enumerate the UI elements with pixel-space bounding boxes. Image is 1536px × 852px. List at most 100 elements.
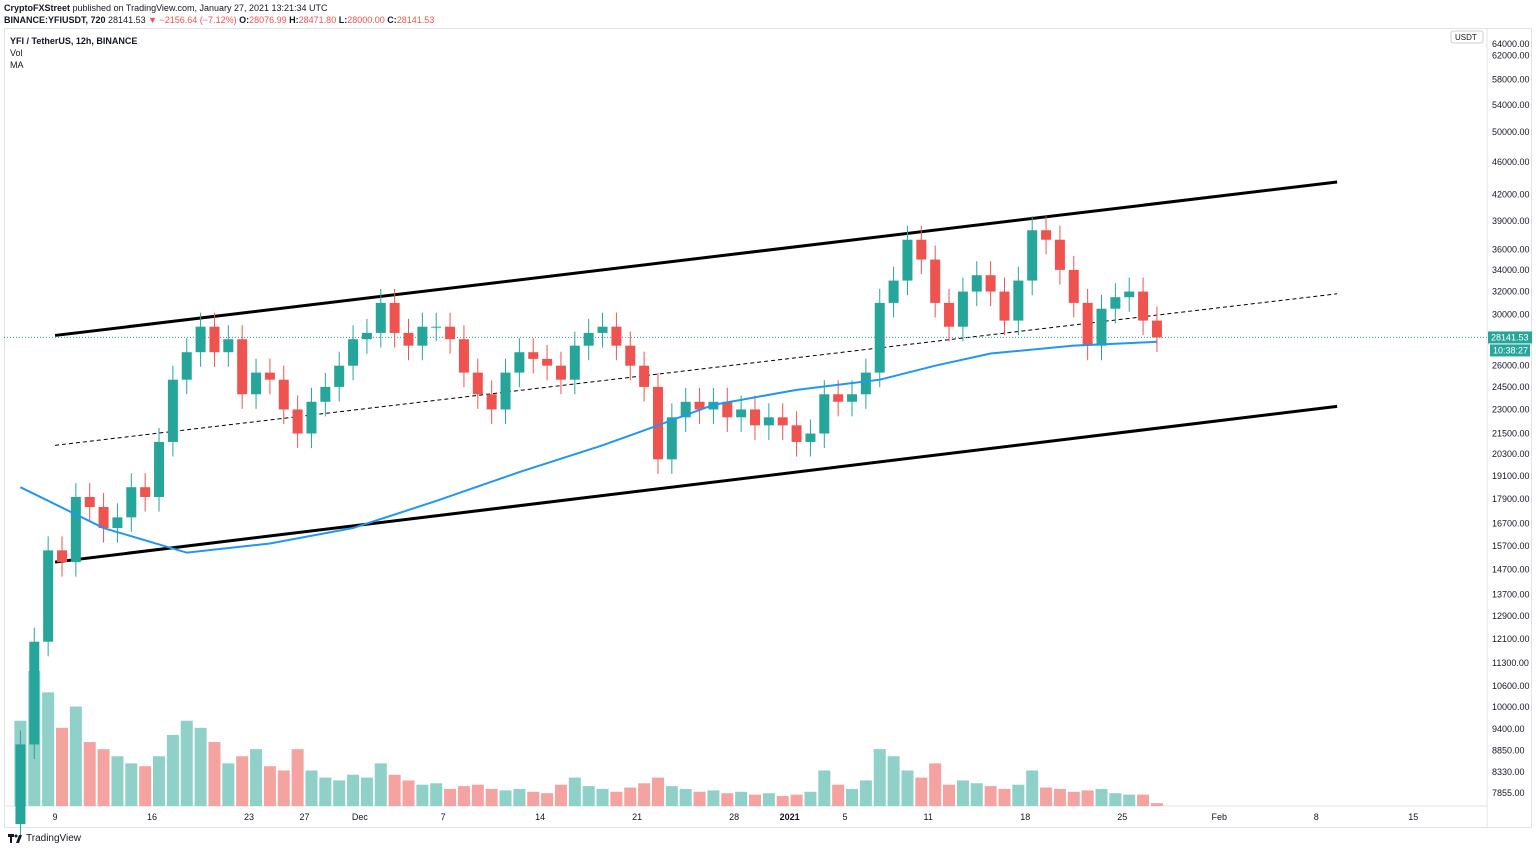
candle-body <box>264 372 275 380</box>
volume-bar <box>901 770 914 806</box>
volume-bar <box>984 786 997 806</box>
candle-body <box>43 550 54 642</box>
last-price-label: 28141.53 <box>1491 332 1529 342</box>
y-tick-label: 10000.00 <box>1492 702 1530 712</box>
l-label: L: <box>338 15 348 25</box>
x-tick-label: 23 <box>244 812 254 822</box>
volume-bar <box>56 727 68 806</box>
candle-body <box>611 326 622 346</box>
candle-body <box>375 302 386 333</box>
volume-bar <box>166 734 179 806</box>
volume-bar <box>485 788 498 806</box>
publish-line: CryptoFXStreet published on TradingView.… <box>4 3 328 13</box>
y-tick-label: 39000.00 <box>1492 216 1530 226</box>
candle-body <box>805 433 816 442</box>
candle-body <box>916 239 927 260</box>
candle-body <box>874 302 885 373</box>
y-tick-label: 10600.00 <box>1492 681 1530 691</box>
y-tick-label: 20300.00 <box>1492 449 1530 459</box>
volume-bar <box>721 793 734 806</box>
tv-logo-icon <box>8 833 22 843</box>
candle-body <box>209 326 220 353</box>
volume-bar <box>319 777 332 806</box>
x-tick-label: Dec <box>352 812 369 822</box>
volume-bar <box>818 770 831 806</box>
published-text: published on TradingView.com, January 27… <box>72 3 328 13</box>
volume-bar <box>859 780 872 806</box>
o-label: O: <box>239 15 250 25</box>
candle-body <box>251 372 262 395</box>
volume-bar <box>665 786 678 806</box>
candle-body <box>486 394 497 410</box>
x-tick-label: 16 <box>147 812 157 822</box>
candle-body <box>1041 230 1052 240</box>
y-tick-label: 26000.00 <box>1492 361 1530 371</box>
candle-body <box>971 275 982 292</box>
legend-ma[interactable]: MA <box>10 60 24 70</box>
volume-bar <box>305 770 318 806</box>
volume-bar <box>582 786 595 806</box>
channel-lower-line <box>54 404 1338 564</box>
volume-bar <box>887 756 900 806</box>
volume-bar <box>499 790 512 806</box>
volume-bar <box>679 788 692 806</box>
candle-body <box>833 394 844 402</box>
candle-body <box>126 487 137 518</box>
volume-bar <box>1081 790 1094 806</box>
x-tick-label: 25 <box>1117 812 1127 822</box>
candle-body <box>320 386 331 402</box>
volume-bar <box>651 777 664 806</box>
volume-bar <box>735 791 748 806</box>
candle-body <box>445 326 456 340</box>
volume-bar <box>846 788 859 806</box>
candle-body <box>694 401 705 410</box>
countdown-label: 10:38:27 <box>1493 345 1528 355</box>
c-label: C: <box>387 15 397 25</box>
candle-body <box>1013 280 1024 321</box>
currency-label: USDT <box>1455 33 1477 42</box>
candle-body <box>389 302 400 333</box>
chart-frame[interactable] <box>4 28 1532 828</box>
volume-bar <box>638 783 651 806</box>
candle-body <box>944 302 955 327</box>
legend-vol[interactable]: Vol <box>10 48 23 58</box>
candle-body <box>1138 291 1149 321</box>
volume-bar <box>956 780 969 806</box>
y-tick-label: 11300.00 <box>1492 658 1529 668</box>
candle-body <box>1082 302 1093 346</box>
y-tick-label: 9400.00 <box>1492 724 1525 734</box>
volume-bar <box>527 791 540 806</box>
candle-body <box>70 496 81 563</box>
candle-body <box>98 507 109 529</box>
y-tick-label: 21500.00 <box>1492 429 1530 439</box>
candle-body <box>195 326 206 353</box>
x-tick-label: 14 <box>535 812 545 822</box>
candle-body <box>930 259 941 303</box>
x-tick-label: 8 <box>1314 812 1319 822</box>
y-tick-label: 54000.00 <box>1492 100 1530 110</box>
volume-bar <box>873 749 886 806</box>
volume-bar <box>749 794 761 806</box>
candle-body <box>1096 308 1107 346</box>
candle-body <box>791 425 802 442</box>
candle-body <box>361 332 372 340</box>
candle-body <box>1110 297 1121 309</box>
volume-bar <box>762 793 775 806</box>
volume-bar <box>776 796 789 806</box>
y-tick-label: 7855.00 <box>1492 788 1525 798</box>
candle-body <box>985 275 996 292</box>
y-tick-label: 15700.00 <box>1492 541 1530 551</box>
candle-body <box>278 379 289 410</box>
candle-body <box>84 496 95 508</box>
volume-bar <box>250 749 263 806</box>
h-label: H: <box>289 15 299 25</box>
candle-body <box>902 239 913 281</box>
candle-body <box>999 291 1010 321</box>
candle-body <box>957 291 968 327</box>
legend-title: YFI / TetherUS, 12h, BINANCE <box>10 36 138 46</box>
volume-bar <box>388 774 401 806</box>
candle-body <box>15 744 26 825</box>
candle-body <box>888 280 899 303</box>
volume-bar <box>707 790 720 806</box>
